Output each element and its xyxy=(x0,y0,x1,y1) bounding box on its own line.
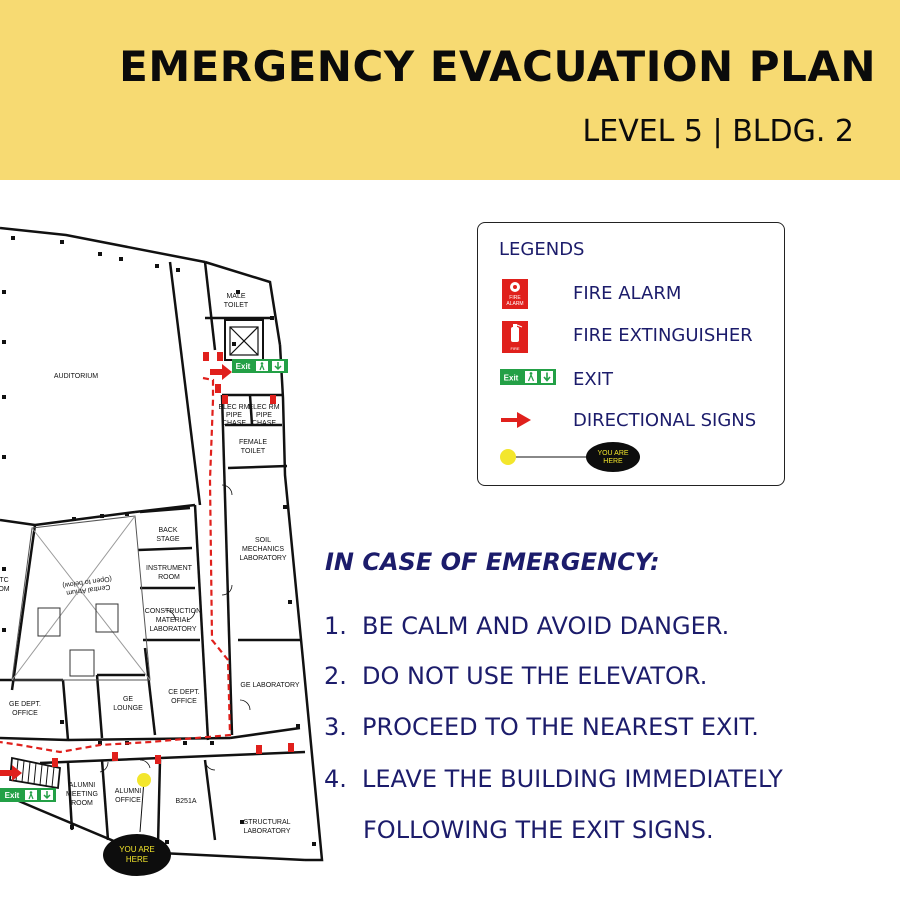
room-construction-lab: CONSTRUCTION xyxy=(145,608,201,615)
room-instrument: INSTRUMENT xyxy=(146,565,193,572)
you-are-here-marker: YOU ARE HERE xyxy=(103,773,171,876)
exit-sign-label: Exit xyxy=(236,362,251,371)
room-alumni-office: ALUMNI xyxy=(115,788,142,795)
step-number: 2. xyxy=(324,662,347,690)
room-back-stage: BACK xyxy=(158,527,177,534)
directional-arrow-icon xyxy=(501,412,531,428)
exit-sign-icon: Exit xyxy=(500,369,556,385)
legend-title: LEGENDS xyxy=(499,239,585,260)
room-ge-dept-office: OFFICE xyxy=(12,710,38,717)
floor-plan: Exit Exit AUDITORIUM MALE TOILET ELEC RM… xyxy=(0,180,330,900)
room-ce-dept-office: OFFICE xyxy=(171,698,197,705)
room-structural-lab: STRUCTURAL xyxy=(243,819,290,826)
emergency-heading: IN CASE OF EMERGENCY: xyxy=(325,548,660,576)
page-subtitle: LEVEL 5 | BLDG. 2 xyxy=(582,114,854,149)
central-atrium-outline xyxy=(11,515,151,681)
step-number: 3. xyxy=(324,713,347,741)
room-male-toilet: TOILET xyxy=(224,302,249,309)
room-construction-lab: LABORATORY xyxy=(149,626,196,633)
step-number: 4. xyxy=(324,765,347,793)
room-elec-rm: CHASE xyxy=(222,420,246,427)
legend-item-fire-extinguisher: FIRE FIRE EXTINGUISHER xyxy=(478,321,784,353)
room-ge-laboratory: GE LABORATORY xyxy=(240,682,299,689)
exit-sign-icon: Exit xyxy=(232,359,288,373)
legend-label: FIRE EXTINGUISHER xyxy=(573,325,753,346)
room-alumni-meeting: ALUMNI xyxy=(69,782,96,789)
directional-arrow-icon xyxy=(210,364,232,380)
room-elec-rm: ELEC RM xyxy=(218,404,249,411)
room-male-toilet: MALE xyxy=(226,293,245,300)
room-soil-lab: MECHANICS xyxy=(242,546,284,553)
room-female-toilet: TOILET xyxy=(241,448,266,455)
fire-alarm-icon: FIRE ALARM xyxy=(502,279,528,309)
building-walls xyxy=(0,226,324,862)
fire-alarm-icon-text: ALARM xyxy=(506,301,523,307)
room-labels: AUDITORIUM MALE TOILET ELEC RM PIPE CHAS… xyxy=(0,293,300,835)
room-female-toilet: FEMALE xyxy=(239,439,267,446)
room-construction-lab: MATERIAL xyxy=(156,617,191,624)
legend-item-exit: Exit EXIT xyxy=(478,365,784,395)
step-text: LEAVE THE BUILDING IMMEDIATELY xyxy=(362,765,783,793)
step-number: 1. xyxy=(324,612,347,640)
you-are-here-label: HERE xyxy=(126,855,148,864)
step-text: DO NOT USE THE ELEVATOR. xyxy=(362,662,708,690)
room-alumni-meeting: ROOM xyxy=(71,800,93,807)
header-banner: EMERGENCY EVACUATION PLAN LEVEL 5 | BLDG… xyxy=(0,0,900,180)
room-soil-lab: SOIL xyxy=(255,537,271,544)
room-ce-dept-office: CE DEPT. xyxy=(168,689,200,696)
room-elec-rm: CHASE xyxy=(252,420,276,427)
room-structural-lab: LABORATORY xyxy=(243,828,290,835)
directional-arrow-icon xyxy=(0,765,22,781)
legend-you-are-here: YOU ARE HERE xyxy=(500,442,640,472)
exit-sign-label: Exit xyxy=(5,791,20,800)
floor-plan-drawing: Exit Exit AUDITORIUM MALE TOILET ELEC RM… xyxy=(0,226,324,876)
room-ge-lounge: GE xyxy=(123,696,133,703)
legend-item-fire-alarm: FIRE ALARM FIRE ALARM xyxy=(478,279,784,309)
emergency-step: 3. PROCEED TO THE NEAREST EXIT. xyxy=(324,713,759,741)
fire-extinguisher-icon: FIRE xyxy=(502,321,528,353)
room-partial: TC xyxy=(0,577,9,584)
room-elec-rm: PIPE xyxy=(256,412,272,419)
emergency-step-continuation: FOLLOWING THE EXIT SIGNS. xyxy=(363,816,714,844)
emergency-step: 2. DO NOT USE THE ELEVATOR. xyxy=(324,662,707,690)
room-instrument: ROOM xyxy=(158,574,180,581)
legend-label: DIRECTIONAL SIGNS xyxy=(573,410,757,431)
page-title: EMERGENCY EVACUATION PLAN xyxy=(119,42,876,91)
room-soil-lab: LABORATORY xyxy=(239,555,286,562)
legend-label: FIRE ALARM xyxy=(573,283,682,304)
fire-extinguisher-icon-text: FIRE xyxy=(510,346,519,351)
stairwell-top xyxy=(224,319,264,361)
room-ge-dept-office: GE DEPT. xyxy=(9,701,41,708)
room-elec-rm: ELEC RM xyxy=(248,404,279,411)
emergency-step: 4. LEAVE THE BUILDING IMMEDIATELY xyxy=(324,765,783,793)
room-auditorium: AUDITORIUM xyxy=(54,373,98,380)
you-are-here-label: HERE xyxy=(603,458,623,465)
exit-sign-icon: Exit xyxy=(0,788,56,802)
fire-equipment-markers xyxy=(52,352,294,767)
room-partial: OM xyxy=(0,586,10,593)
you-are-here-label: YOU ARE xyxy=(597,450,628,457)
step-text: BE CALM AND AVOID DANGER. xyxy=(362,612,730,640)
door-swings xyxy=(99,484,251,773)
legend-label: EXIT xyxy=(573,369,614,390)
room-elec-rm: PIPE xyxy=(226,412,242,419)
legend-panel: LEGENDS FIRE ALARM FIRE ALARM FIRE FIRE … xyxy=(477,222,785,486)
room-alumni-meeting: MEETING xyxy=(66,791,98,798)
fire-alarm-icon-text: FIRE xyxy=(509,295,521,301)
evacuation-route xyxy=(0,376,232,754)
emergency-step: 1. BE CALM AND AVOID DANGER. xyxy=(324,612,729,640)
legend-item-directional: DIRECTIONAL SIGNS xyxy=(478,406,784,436)
room-alumni-office: OFFICE xyxy=(115,797,141,804)
you-are-here-label: YOU ARE xyxy=(119,845,155,854)
room-b251a: B251A xyxy=(175,798,196,805)
room-back-stage: STAGE xyxy=(156,536,180,543)
room-ge-lounge: LOUNGE xyxy=(113,705,143,712)
exit-icon-text: Exit xyxy=(504,374,519,383)
you-are-here-dot-icon xyxy=(500,449,516,465)
step-text: PROCEED TO THE NEAREST EXIT. xyxy=(362,713,759,741)
